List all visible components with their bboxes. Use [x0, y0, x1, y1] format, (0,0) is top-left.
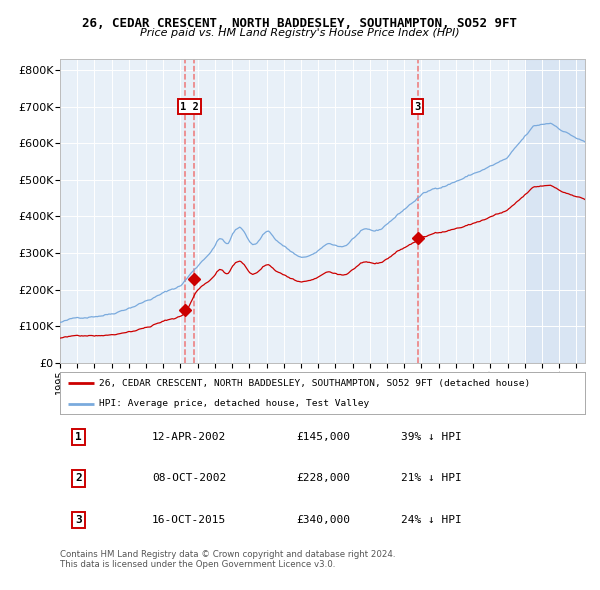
Text: 08-OCT-2002: 08-OCT-2002 [152, 474, 226, 483]
Text: Contains HM Land Registry data © Crown copyright and database right 2024.: Contains HM Land Registry data © Crown c… [60, 550, 395, 559]
Text: 12-APR-2002: 12-APR-2002 [152, 432, 226, 442]
Text: This data is licensed under the Open Government Licence v3.0.: This data is licensed under the Open Gov… [60, 560, 335, 569]
Text: 26, CEDAR CRESCENT, NORTH BADDESLEY, SOUTHAMPTON, SO52 9FT (detached house): 26, CEDAR CRESCENT, NORTH BADDESLEY, SOU… [100, 379, 530, 388]
Text: 26, CEDAR CRESCENT, NORTH BADDESLEY, SOUTHAMPTON, SO52 9FT: 26, CEDAR CRESCENT, NORTH BADDESLEY, SOU… [83, 17, 517, 30]
Text: 3: 3 [75, 515, 82, 525]
Bar [525, 59, 585, 363]
Text: Price paid vs. HM Land Registry's House Price Index (HPI): Price paid vs. HM Land Registry's House … [140, 28, 460, 38]
Text: 39% ↓ HPI: 39% ↓ HPI [401, 432, 462, 442]
Text: 16-OCT-2015: 16-OCT-2015 [152, 515, 226, 525]
Text: 1: 1 [75, 432, 82, 442]
Text: HPI: Average price, detached house, Test Valley: HPI: Average price, detached house, Test… [100, 399, 370, 408]
Text: £340,000: £340,000 [296, 515, 350, 525]
Text: 1 2: 1 2 [180, 101, 199, 112]
Text: 24% ↓ HPI: 24% ↓ HPI [401, 515, 462, 525]
Text: £228,000: £228,000 [296, 474, 350, 483]
Text: 3: 3 [415, 101, 421, 112]
Text: 2: 2 [75, 474, 82, 483]
Text: 21% ↓ HPI: 21% ↓ HPI [401, 474, 462, 483]
Text: £145,000: £145,000 [296, 432, 350, 442]
